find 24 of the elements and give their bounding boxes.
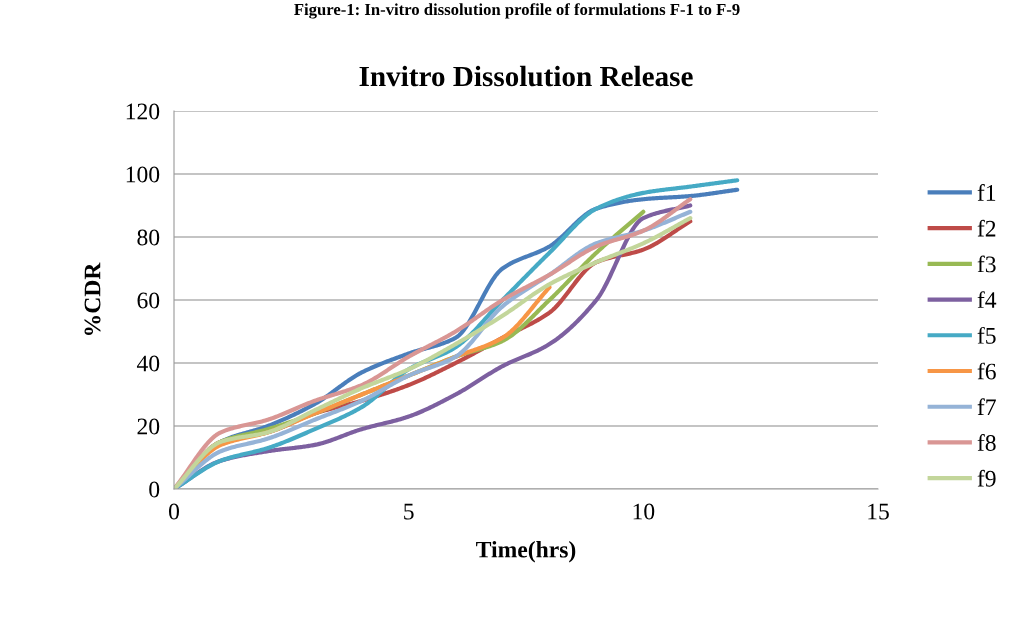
x-tick-label: 10: [633, 503, 655, 520]
y-tick-label: 60: [137, 292, 160, 309]
y-tick-label: 100: [126, 166, 160, 183]
x-tick-label: 0: [169, 503, 179, 520]
y-tick-label: 20: [137, 418, 160, 435]
y-tick-label: 40: [136, 355, 160, 372]
legend-label: f4: [977, 291, 997, 308]
legend-label: f3: [977, 255, 996, 273]
legend-label: f2: [977, 219, 996, 237]
y-axis-title: %CDR: [84, 262, 101, 335]
legend-label: f7: [977, 398, 996, 415]
x-tick-label: 5: [404, 503, 414, 520]
y-tick-label: 120: [126, 103, 160, 120]
legend-label: f8: [977, 434, 996, 451]
chart-title: Invitro Dissolution Release: [359, 65, 693, 87]
y-tick-label: 80: [137, 229, 160, 246]
legend-label: f6: [977, 362, 996, 380]
legend-label: f5: [977, 326, 996, 344]
x-tick-label: 15: [868, 503, 889, 520]
text: Figure-1: In-vitro dissolution profile of formulations F-1 to F-9: [294, 3, 740, 19]
legend-label: f1: [977, 184, 996, 201]
x-axis-title: Time(hrs): [476, 540, 576, 563]
legend-label: f9: [977, 469, 996, 487]
y-tick-label: 0: [149, 481, 160, 498]
